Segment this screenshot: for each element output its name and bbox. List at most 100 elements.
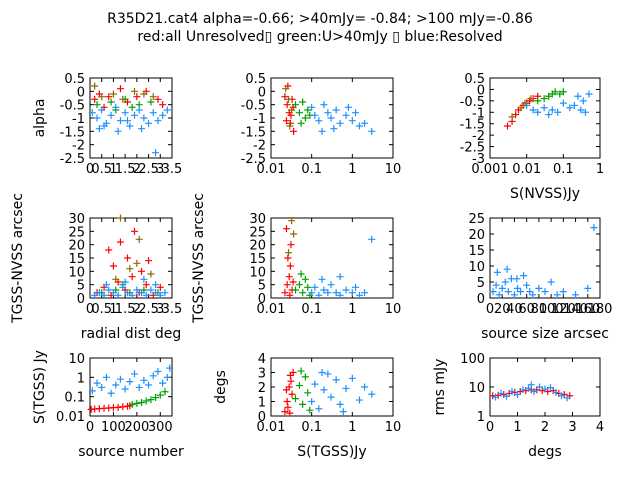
p8-xtick-label: 0.1 bbox=[301, 420, 322, 435]
p7-point-blue bbox=[154, 368, 162, 376]
p2-point-brown bbox=[286, 122, 294, 130]
p4-point-blue bbox=[114, 291, 122, 299]
p3-point-green bbox=[534, 97, 542, 105]
p8-point-red bbox=[288, 390, 296, 398]
p2-xtick-label: 10 bbox=[385, 162, 402, 177]
p5-xtick-label: 0.1 bbox=[301, 302, 322, 317]
p1-point-red bbox=[116, 85, 124, 93]
p6-point-blue bbox=[572, 291, 580, 299]
p5-point-blue bbox=[368, 235, 376, 243]
p8-xtick-label: 10 bbox=[385, 420, 402, 435]
p7-point-green bbox=[152, 394, 160, 402]
p4-point-brown bbox=[112, 275, 120, 283]
p4-point-blue bbox=[156, 291, 164, 299]
p3-point-blue bbox=[577, 106, 585, 114]
p5-ytick-label: 25 bbox=[249, 225, 266, 240]
p5-point-red bbox=[281, 289, 289, 297]
p9-xtick-label: 3 bbox=[568, 420, 576, 435]
p1-point-brown bbox=[98, 93, 106, 101]
p9-point-blue bbox=[558, 392, 565, 400]
chart-title-line2: red:all Unresolved▯ green:U>40mJy ▯ blue… bbox=[137, 29, 503, 45]
p2-xtick-label: 0.1 bbox=[301, 162, 322, 177]
p7-y-axis-label: S(TGSS) Jy bbox=[32, 350, 48, 424]
p8-xtick-label: 0.01 bbox=[257, 420, 286, 435]
p8-point-green bbox=[299, 400, 307, 408]
p5-point-blue bbox=[318, 275, 326, 283]
p4-point-red bbox=[142, 281, 150, 289]
p8-point-red bbox=[282, 386, 290, 394]
p8-point-green bbox=[291, 395, 299, 403]
p3-x-axis-label: S(NVSS)Jy bbox=[510, 186, 580, 202]
p2-point-red bbox=[282, 117, 290, 125]
p2-point-red bbox=[283, 101, 291, 109]
p4-xtick-label: 0.5 bbox=[91, 302, 112, 317]
p6-ytick-label: 5 bbox=[477, 276, 485, 291]
p9-y-axis-label: rms mJy bbox=[432, 359, 448, 416]
p4-point-red bbox=[128, 273, 136, 281]
p8-point-red bbox=[287, 377, 295, 385]
p9-point-blue bbox=[519, 386, 527, 394]
p5-point-blue bbox=[308, 289, 316, 297]
p2-point-red bbox=[290, 127, 298, 135]
p7-ytick-label: 10 bbox=[68, 352, 85, 367]
p1-point-blue bbox=[131, 111, 139, 119]
p1-ytick-label: -2.5 bbox=[60, 152, 85, 167]
p6-point-blue bbox=[590, 224, 598, 232]
p4-point-brown bbox=[126, 265, 134, 273]
p1-point-blue bbox=[154, 117, 162, 125]
p7-ytick-label: 0.1 bbox=[64, 391, 85, 406]
p7-point-green bbox=[138, 398, 146, 406]
p4-point-red bbox=[145, 257, 153, 265]
p3-point-blue bbox=[574, 92, 582, 100]
p1-ytick-label: 0.5 bbox=[64, 72, 85, 87]
p1-point-green bbox=[128, 103, 136, 111]
p1-point-blue bbox=[163, 106, 171, 114]
p2-point-blue bbox=[344, 103, 352, 111]
p4-ytick-label: 20 bbox=[68, 239, 85, 254]
p4-xtick-label: 2 bbox=[133, 302, 141, 317]
p3-point-blue bbox=[566, 104, 574, 112]
p9-ytick-label: 1 bbox=[477, 410, 485, 425]
p3-xtick-label: 0.1 bbox=[553, 162, 574, 177]
p2-ytick-label: -2 bbox=[253, 139, 266, 154]
p7-point-blue bbox=[149, 372, 157, 380]
p7-point-blue bbox=[93, 379, 101, 387]
p3-point-green bbox=[559, 88, 567, 96]
p2-point-blue bbox=[318, 127, 326, 135]
p8-point-blue bbox=[327, 393, 335, 401]
p8-point-blue bbox=[361, 383, 369, 391]
p4-point-red bbox=[123, 254, 131, 262]
p3-point-red bbox=[512, 111, 520, 119]
p2-point-brown bbox=[288, 106, 296, 114]
p5-xtick-label: 0.01 bbox=[257, 302, 286, 317]
p9-point-blue bbox=[530, 387, 538, 395]
p1-point-blue bbox=[138, 125, 146, 133]
p1-xtick-label: 2 bbox=[133, 162, 141, 177]
p8-point-blue bbox=[368, 390, 376, 398]
p8-point-blue bbox=[324, 370, 332, 378]
p1-xtick-label: 3 bbox=[156, 162, 164, 177]
p4-xtick-label: 2.5 bbox=[138, 302, 159, 317]
p4-point-brown bbox=[147, 270, 155, 278]
p8-point-blue bbox=[308, 398, 316, 405]
p6-point-blue bbox=[541, 288, 549, 296]
p1-ytick-label: -2 bbox=[72, 139, 85, 154]
p5-point-blue bbox=[336, 291, 344, 299]
p8-point-red bbox=[281, 408, 289, 416]
p9-point-blue bbox=[492, 393, 499, 401]
p2-point-blue bbox=[352, 109, 360, 117]
p1-xtick-label: 3.5 bbox=[162, 162, 183, 177]
p5-ytick-label: 15 bbox=[249, 252, 266, 267]
p1-point-brown bbox=[91, 82, 99, 90]
p6-point-blue bbox=[498, 284, 506, 292]
p6-ytick-label: 15 bbox=[468, 244, 485, 259]
p6-xtick-label: 40 bbox=[506, 302, 523, 317]
p4-point-blue bbox=[142, 291, 150, 299]
p1-point-blue bbox=[123, 117, 131, 125]
p4-y-axis-label: TGSS-NVSS arcsec bbox=[10, 193, 26, 324]
p4-point-blue bbox=[133, 286, 141, 294]
p8-ytick-label: 3 bbox=[258, 367, 266, 382]
p7-point-green bbox=[147, 396, 155, 404]
p3-point-red bbox=[503, 122, 511, 130]
p1-point-blue bbox=[112, 103, 120, 111]
